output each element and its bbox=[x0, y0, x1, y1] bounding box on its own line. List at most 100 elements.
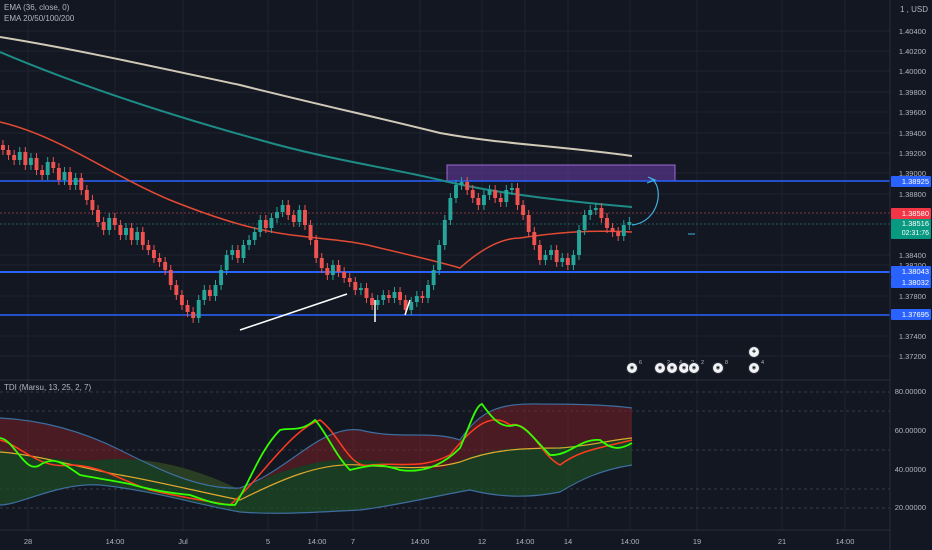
candle-body[interactable] bbox=[336, 265, 341, 272]
candle-body[interactable] bbox=[297, 210, 302, 222]
candle-body[interactable] bbox=[381, 295, 386, 300]
projection-arrow[interactable] bbox=[631, 177, 659, 226]
candle-body[interactable] bbox=[409, 302, 414, 310]
candle-body[interactable] bbox=[437, 245, 442, 270]
candle-body[interactable] bbox=[219, 270, 224, 285]
economic-event-flag-icon[interactable]: ◉4 bbox=[666, 360, 682, 374]
ema-36-line[interactable] bbox=[0, 121, 633, 269]
candle-body[interactable] bbox=[515, 188, 520, 205]
economic-event-flag-icon[interactable]: ◉ 8 bbox=[712, 360, 728, 374]
candle-body[interactable] bbox=[459, 182, 464, 185]
candle-body[interactable] bbox=[84, 190, 89, 200]
economic-event-flag-icon[interactable]: ◉4 bbox=[748, 360, 764, 374]
candle-body[interactable] bbox=[610, 228, 615, 232]
candle-body[interactable] bbox=[521, 205, 526, 215]
candle-body[interactable] bbox=[481, 195, 486, 205]
candle-body[interactable] bbox=[191, 312, 196, 318]
candle-body[interactable] bbox=[319, 258, 324, 268]
legend-ema-36[interactable]: EMA (36, close, 0) bbox=[4, 3, 70, 12]
candle-body[interactable] bbox=[252, 232, 257, 240]
candle-body[interactable] bbox=[45, 162, 50, 175]
candle-body[interactable] bbox=[342, 272, 347, 278]
economic-event-flag-icon[interactable]: ◉ 6 bbox=[626, 360, 642, 374]
candle-body[interactable] bbox=[353, 282, 358, 290]
candle-body[interactable] bbox=[386, 295, 391, 298]
candle-body[interactable] bbox=[398, 292, 403, 300]
economic-event-flag-icon[interactable]: ◉2 bbox=[654, 360, 670, 374]
tdi-pane[interactable] bbox=[0, 391, 890, 514]
candle-body[interactable] bbox=[17, 152, 22, 160]
candle-body[interactable] bbox=[263, 220, 268, 228]
candle-body[interactable] bbox=[325, 268, 330, 275]
candle-body[interactable] bbox=[196, 300, 201, 318]
legend-ema-multi[interactable]: EMA 20/50/100/200 bbox=[4, 14, 75, 23]
candle-body[interactable] bbox=[532, 232, 537, 245]
candle-body[interactable] bbox=[493, 190, 498, 198]
candle-body[interactable] bbox=[62, 172, 67, 180]
candle-body[interactable] bbox=[537, 245, 542, 260]
candle-body[interactable] bbox=[235, 250, 240, 258]
candle-body[interactable] bbox=[616, 232, 621, 236]
candle-body[interactable] bbox=[543, 255, 548, 260]
candle-body[interactable] bbox=[465, 182, 470, 190]
candle-body[interactable] bbox=[442, 220, 447, 245]
support-price-label-1[interactable]: 1.38043 bbox=[891, 266, 931, 277]
candle-body[interactable] bbox=[448, 198, 453, 220]
candle-body[interactable] bbox=[476, 198, 481, 205]
candle-body[interactable] bbox=[1, 145, 5, 150]
candle-body[interactable] bbox=[224, 255, 229, 270]
candle-body[interactable] bbox=[565, 258, 570, 265]
candle-body[interactable] bbox=[124, 228, 128, 235]
candle-body[interactable] bbox=[414, 296, 419, 302]
candle-body[interactable] bbox=[571, 255, 576, 265]
candle-body[interactable] bbox=[269, 218, 274, 228]
candle-body[interactable] bbox=[370, 298, 375, 305]
candle-body[interactable] bbox=[73, 178, 78, 185]
candle-body[interactable] bbox=[185, 305, 190, 312]
candle-body[interactable] bbox=[51, 162, 56, 168]
candle-body[interactable] bbox=[509, 188, 514, 190]
legend-tdi[interactable]: TDI (Marsu, 13, 25, 2, 7) bbox=[4, 383, 92, 392]
candle-body[interactable] bbox=[168, 270, 173, 285]
candle-body[interactable] bbox=[247, 240, 252, 245]
candle-body[interactable] bbox=[34, 158, 39, 170]
candle-body[interactable] bbox=[420, 296, 425, 298]
high-price-label[interactable]: 1.38580 bbox=[891, 208, 931, 219]
candle-body[interactable] bbox=[498, 198, 503, 202]
candle-body[interactable] bbox=[129, 228, 134, 240]
candle-body[interactable] bbox=[241, 245, 246, 258]
candle-body[interactable] bbox=[627, 222, 632, 225]
candle-body[interactable] bbox=[213, 285, 218, 296]
candle-body[interactable] bbox=[375, 300, 380, 305]
resistance-price-label[interactable]: 1.38925 bbox=[891, 176, 931, 187]
candle-body[interactable] bbox=[593, 208, 598, 210]
candle-body[interactable] bbox=[107, 218, 112, 230]
candle-body[interactable] bbox=[68, 172, 73, 185]
resistance-zone[interactable] bbox=[446, 164, 676, 182]
candle-body[interactable] bbox=[358, 288, 363, 290]
candle-body[interactable] bbox=[526, 215, 531, 232]
candle-body[interactable] bbox=[605, 218, 609, 228]
candle-body[interactable] bbox=[56, 168, 61, 180]
candle-body[interactable] bbox=[303, 210, 307, 225]
candle-body[interactable] bbox=[291, 215, 296, 222]
candle-body[interactable] bbox=[582, 215, 587, 230]
candle-body[interactable] bbox=[549, 250, 554, 255]
ema-200-line[interactable] bbox=[0, 36, 633, 157]
candle-body[interactable] bbox=[392, 292, 397, 298]
candle-body[interactable] bbox=[135, 232, 140, 240]
candles[interactable] bbox=[1, 140, 632, 323]
candle-body[interactable] bbox=[258, 220, 263, 232]
candle-body[interactable] bbox=[96, 210, 100, 222]
candle-body[interactable] bbox=[554, 250, 559, 262]
candle-body[interactable] bbox=[426, 285, 430, 298]
candle-body[interactable] bbox=[40, 170, 45, 175]
last-price-label[interactable]: 1.38516 02:31:76 bbox=[891, 219, 931, 239]
candle-body[interactable] bbox=[230, 250, 235, 255]
candle-body[interactable] bbox=[79, 178, 84, 190]
currency-unit[interactable]: 1 , USD bbox=[899, 5, 928, 14]
candle-body[interactable] bbox=[403, 300, 408, 310]
candle-body[interactable] bbox=[207, 290, 212, 296]
candle-body[interactable] bbox=[454, 185, 458, 198]
